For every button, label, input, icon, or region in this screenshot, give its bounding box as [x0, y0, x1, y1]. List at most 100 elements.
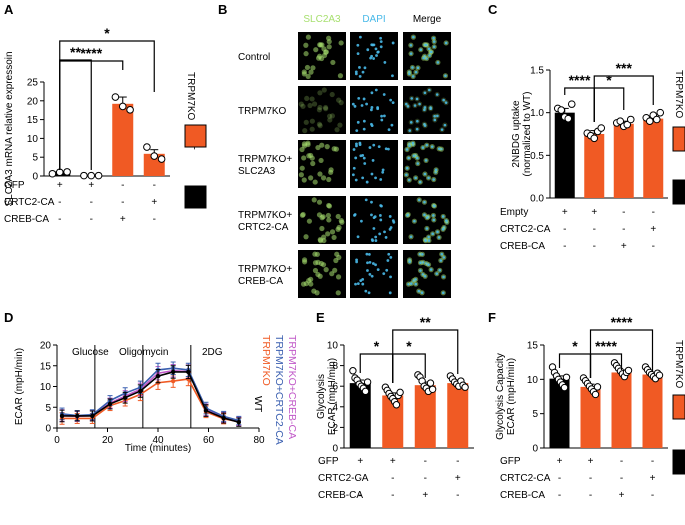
chart-e-bar — [447, 383, 469, 448]
micro-cell — [326, 217, 332, 223]
micro-nucleus — [361, 277, 365, 281]
chart-e-row-mark: - — [424, 456, 427, 467]
chart-d-legend-label: TRPM7KO+CRTC2-CA — [273, 335, 285, 445]
micro-cell — [308, 69, 314, 75]
chart-c-row-label: CREB-CA — [500, 241, 545, 252]
micro-nucleus — [355, 258, 358, 262]
chart-f-row-mark: + — [650, 473, 656, 484]
micro-nucleus — [374, 239, 378, 242]
chart-c-data-point — [652, 115, 661, 124]
micro-nucleus — [427, 47, 431, 51]
micro-image-tile — [350, 86, 398, 134]
chart-a-row-label: CREB-CA — [4, 214, 49, 225]
micro-nucleus — [407, 178, 411, 182]
micro-cell — [299, 212, 306, 218]
chart-c-bar — [643, 118, 664, 198]
micro-nucleus — [435, 93, 439, 96]
micro-cell — [326, 203, 333, 209]
chart-a-row-mark: + — [88, 180, 94, 191]
micro-cell — [308, 281, 314, 287]
micro-nucleus — [408, 144, 411, 148]
micro-nucleus — [382, 272, 386, 276]
chart-d-data-point — [170, 378, 176, 384]
micro-cell — [305, 34, 312, 40]
micro-cell — [324, 144, 330, 150]
micro-nucleus — [404, 102, 408, 106]
chart-a-row-mark: - — [90, 214, 93, 225]
chart-d-y-tick-label: 20 — [40, 341, 52, 352]
micro-nucleus — [405, 173, 408, 177]
chart-c-row-label: Empty — [500, 207, 528, 218]
micro-nucleus — [389, 98, 393, 102]
micro-nucleus — [387, 147, 390, 151]
micro-nucleus — [436, 61, 440, 64]
micro-cell — [325, 212, 331, 219]
micro-nucleus — [391, 101, 395, 105]
micro-nucleus — [362, 156, 366, 160]
micro-cell — [301, 155, 307, 161]
micro-cell — [317, 123, 323, 129]
micro-nucleus — [415, 127, 419, 131]
chart-a-row-mark: + — [120, 214, 126, 225]
chart-f-row-mark: - — [589, 473, 592, 484]
chart-d-data-point — [203, 408, 209, 413]
micro-cell — [308, 276, 314, 282]
chart-c-row-mark: + — [591, 207, 597, 218]
micro-image-tile — [350, 32, 398, 80]
chart-f-sig-label: * — [572, 338, 578, 354]
chart-e-y-label: Glycolysis — [316, 374, 327, 419]
micro-nucleus — [353, 104, 357, 108]
micro-cell — [323, 106, 329, 112]
micro-nucleus — [368, 260, 372, 264]
chart-a-row-mark: - — [121, 180, 124, 191]
chart-f-row-mark: - — [651, 456, 654, 467]
micro-nucleus — [356, 282, 360, 285]
micro-cell — [316, 107, 323, 113]
chart-f-y-tick-label: 5 — [532, 409, 538, 420]
micro-cell — [299, 165, 305, 171]
micro-nucleus — [417, 289, 421, 293]
micro-nucleus — [364, 198, 368, 202]
micro-nucleus — [372, 227, 376, 230]
micro-nucleus — [387, 252, 391, 256]
chart-d-x-tick-label: 20 — [102, 435, 114, 446]
micro-nucleus — [424, 43, 428, 47]
micro-cell — [311, 197, 317, 203]
micro-nucleus — [439, 259, 443, 262]
chart-c-sig-bracket — [593, 75, 654, 122]
micro-nucleus — [434, 168, 438, 172]
micro-nucleus — [440, 252, 444, 256]
chart-a-sig-label: ** — [70, 44, 81, 60]
chart-d-y-tick-label: 10 — [40, 382, 52, 393]
micro-nucleus — [354, 282, 357, 286]
micro-nucleus — [442, 98, 445, 102]
chart-d-y-label: ECAR (mpH/min) — [14, 348, 25, 425]
micro-row-label: SLC2A3 — [238, 166, 276, 177]
chart-f-y-tick-label: 15 — [527, 341, 539, 352]
micro-cell — [303, 280, 309, 287]
micro-nucleus — [379, 218, 383, 222]
micro-nucleus — [414, 176, 417, 180]
chart-d-data-point — [170, 369, 176, 375]
chart-a-row-mark: + — [57, 180, 63, 191]
chart-a-data-point — [63, 168, 71, 176]
micro-nucleus — [374, 47, 378, 51]
micro-nucleus — [441, 215, 445, 218]
chart-e-row-label: CREB-CA — [318, 490, 363, 501]
micro-nucleus — [360, 219, 363, 223]
chart-e-row-mark: + — [455, 473, 461, 484]
chart-f-row-label: CREB-CA — [500, 490, 545, 501]
micro-nucleus — [383, 230, 386, 234]
chart-a-data-point — [94, 171, 103, 180]
micro-nucleus — [438, 269, 442, 272]
micro-nucleus — [389, 275, 392, 279]
micro-image-tile — [350, 140, 398, 188]
chart-e-sig-bracket — [392, 329, 459, 383]
micro-nucleus — [427, 263, 430, 267]
chart-c-row-mark: - — [593, 224, 596, 235]
micro-nucleus — [365, 252, 369, 256]
micro-nucleus — [423, 200, 426, 204]
micro-nucleus — [443, 123, 447, 127]
micro-nucleus — [354, 72, 358, 76]
chart-c-sig-bracket — [593, 87, 625, 122]
